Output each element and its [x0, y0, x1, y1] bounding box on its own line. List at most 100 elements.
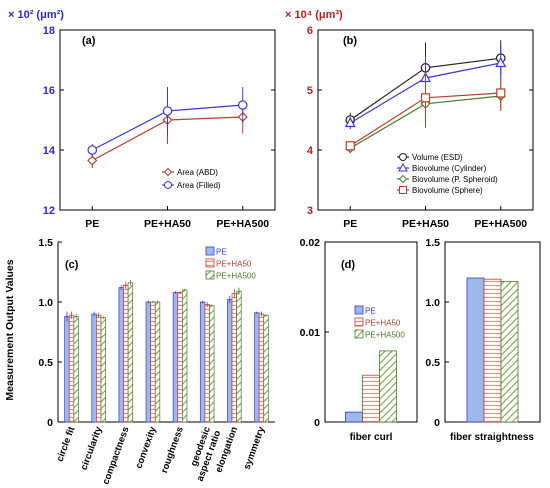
legend-label-pe-ha500: PE+HA500 — [216, 272, 256, 281]
legend-marker-volume-esd — [399, 153, 407, 161]
bar — [199, 301, 206, 423]
panel-c-label: (c) — [65, 259, 79, 271]
data-point — [237, 100, 248, 110]
bar — [204, 304, 210, 423]
x-tick-label-line: circle fit — [55, 424, 78, 463]
x-tick-label: PE+HA50 — [144, 218, 191, 230]
panel-d-straightness-x-label: fiber straightness — [450, 432, 534, 443]
panel-b-legend: Volume (ESD) Biovolume (Cylinder) Biovol… — [397, 153, 498, 195]
data-point — [496, 88, 506, 98]
bar — [177, 292, 183, 423]
y-tick-label: 0.5 — [425, 357, 440, 369]
y-tick-label: 0.5 — [38, 357, 53, 369]
panel-d-curl-y-axis: 0 0.01 0.02 — [300, 237, 329, 429]
legend-label-d-pe-ha50: PE+HA50 — [365, 319, 401, 328]
y-tick-label: 0 — [314, 417, 320, 429]
y-tick-label: 16 — [43, 85, 55, 97]
bar — [96, 314, 102, 423]
panel-a-legend: Area (ABD) Area (Filled) — [162, 167, 221, 190]
panel-d-curl-plot — [345, 350, 397, 423]
bar — [254, 312, 260, 423]
bar — [345, 411, 363, 423]
data-point — [420, 93, 431, 103]
x-tick-label: geodesicaspect ratio — [184, 425, 223, 483]
legend-label-d-pe-ha500: PE+HA500 — [365, 331, 405, 340]
data-point — [345, 141, 355, 151]
panel-d-legend: PE PE+HA50 PE+HA500 — [354, 305, 405, 340]
legend-label-cylinder: Biovolume (Cylinder) — [412, 164, 487, 173]
panel-b-label: (b) — [343, 35, 357, 47]
x-tick-label: PE+HA50 — [402, 218, 449, 230]
panel-a-label: (a) — [82, 35, 96, 47]
bar — [91, 313, 97, 423]
legend-marker-area-abd — [163, 167, 173, 177]
bar — [118, 287, 124, 423]
x-tick-label: symmetry — [242, 425, 268, 472]
panel-c-legend: PE PE+HA50 PE+HA500 — [205, 246, 256, 281]
x-tick-label-line: symmetry — [242, 425, 268, 472]
bar — [172, 292, 179, 423]
data-point — [87, 155, 98, 166]
legend-marker-sphere — [399, 186, 407, 194]
panel-c-plot — [64, 280, 269, 423]
bar — [150, 301, 156, 423]
bar — [362, 374, 380, 423]
panel-c-y-axis: 0 0.5 1.0 1.5 — [38, 237, 62, 429]
x-tick-label: circle fit — [55, 424, 78, 463]
panel-b-plot — [344, 40, 507, 154]
bar — [73, 316, 79, 423]
legend-swatch-d-pe-ha50 — [354, 317, 364, 327]
bar — [154, 301, 161, 423]
bar — [500, 281, 519, 423]
legend-marker-spheroid — [398, 174, 408, 184]
bar — [145, 301, 151, 423]
y-tick-label: 0 — [434, 417, 440, 429]
x-tick-label: PE+HA500 — [474, 218, 527, 230]
data-point — [162, 106, 173, 116]
legend-marker-area-filled — [164, 181, 172, 189]
bar — [263, 314, 269, 423]
legend-swatch-pe-ha50 — [205, 258, 215, 268]
panel-b-x-axis: PE PE+HA50 PE+HA500 — [343, 206, 527, 230]
y-tick-label: 0.02 — [300, 237, 321, 249]
x-tick-label: compactness — [101, 425, 132, 486]
bar — [64, 316, 70, 423]
y-tick-label: 0 — [47, 417, 53, 429]
y-tick-label: 6 — [307, 25, 313, 37]
legend-swatch-pe-ha500 — [205, 270, 215, 280]
y-tick-label: 12 — [43, 205, 55, 217]
panel-b: × 10⁴ (μm³) (b) 3 4 5 6 PE PE+HA50 PE+HA500 V… — [285, 9, 534, 230]
x-tick-label: roughness — [159, 425, 186, 474]
bar — [236, 290, 242, 423]
legend-swatch-pe — [205, 246, 215, 256]
data-point — [495, 56, 507, 68]
panel-b-unit-label: × 10⁴ (μm³) — [285, 9, 343, 21]
legend-swatch-d-pe-ha500 — [354, 329, 364, 339]
x-tick-label: convexity — [133, 425, 159, 471]
x-tick-label-line: roughness — [159, 425, 186, 474]
panel-d-straightness-plot — [466, 277, 519, 423]
panel-d: (d) 0 0.01 0.02 fiber curl PE PE+HA50 PE+H… — [300, 237, 541, 443]
y-tick-label: 0.01 — [300, 327, 321, 339]
panel-d-straightness-y-axis: 0 0.5 1.0 1.5 — [425, 237, 449, 429]
panel-a-y-axis: 12 14 16 18 — [43, 25, 275, 217]
y-tick-label: 14 — [43, 145, 56, 157]
bar — [127, 282, 134, 423]
legend-label-pe-ha50: PE+HA50 — [216, 260, 252, 269]
data-point — [344, 116, 356, 128]
panel-d-curl-x-label: fiber curl — [350, 432, 393, 443]
legend-swatch-d-pe — [354, 305, 364, 315]
legend-label-pe: PE — [216, 248, 227, 257]
x-tick-label-line: circularity — [79, 425, 105, 472]
x-tick-label-line: convexity — [133, 425, 159, 471]
bar — [182, 289, 188, 423]
legend-label-d-pe: PE — [365, 307, 376, 316]
legend-marker-cylinder — [398, 162, 408, 172]
panel-a: × 10² (μm²) (a) 12 14 16 18 PE PE+HA50 PE+HA5… — [8, 9, 276, 230]
legend-label-sphere: Biovolume (Sphere) — [412, 186, 483, 195]
y-tick-label: 1.5 — [425, 237, 440, 249]
y-tick-label: 3 — [307, 205, 313, 217]
x-tick-label: circularity — [79, 425, 105, 472]
